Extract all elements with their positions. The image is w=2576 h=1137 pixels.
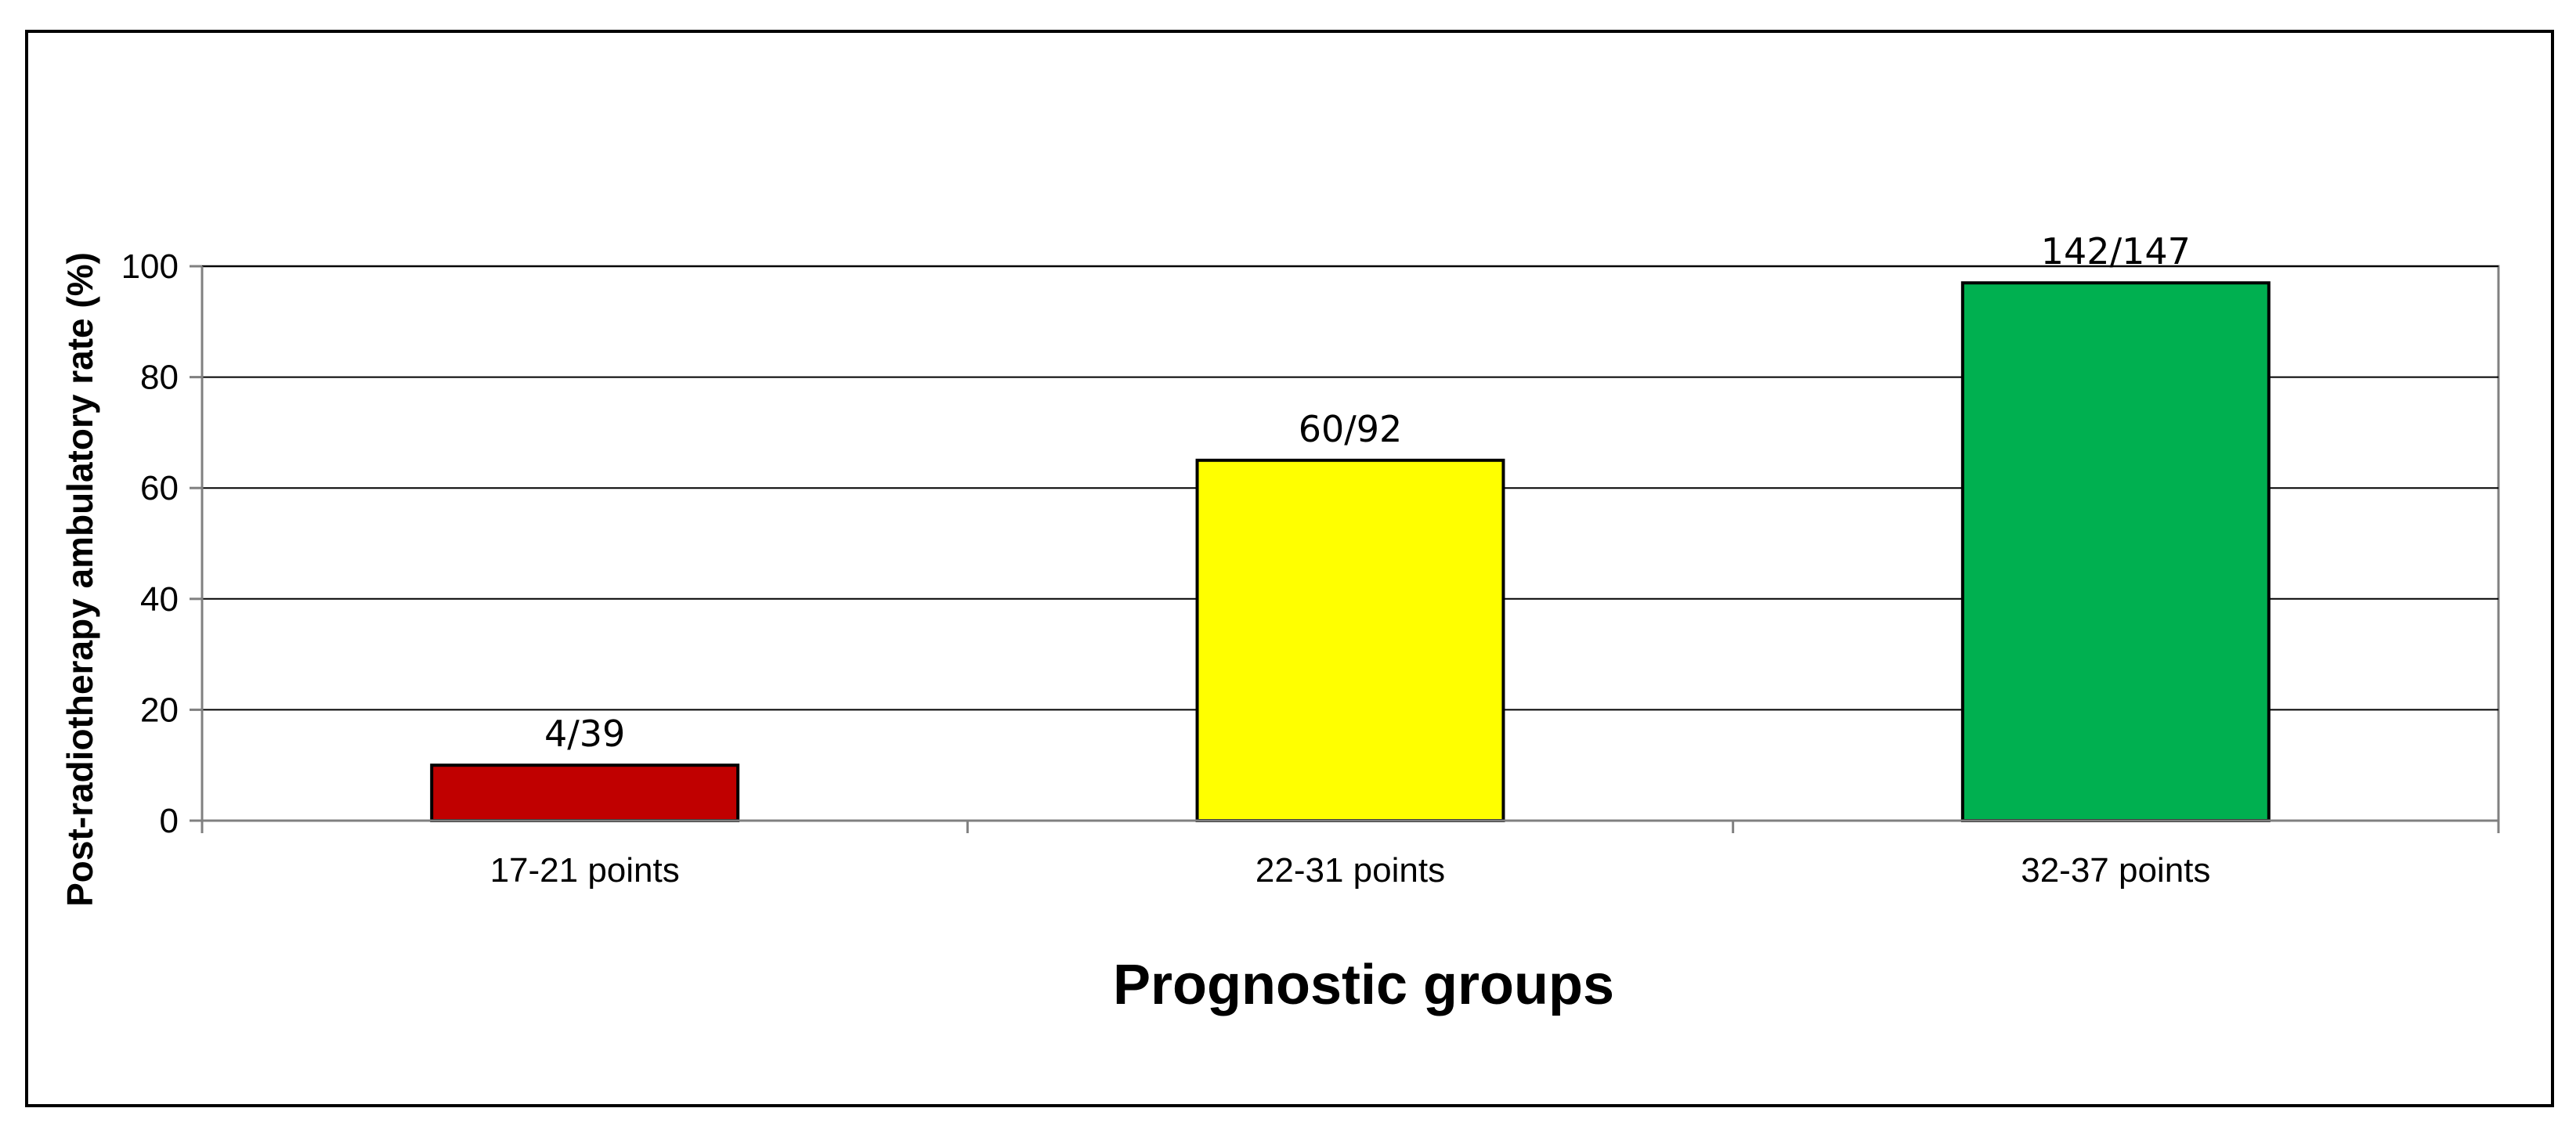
- data-label-3: 142/147: [2041, 230, 2191, 273]
- y-tick-label-20: 20: [140, 691, 179, 729]
- bar-3: [1960, 281, 2271, 822]
- y-tick-label-80: 80: [140, 359, 179, 397]
- x-tick-label-3: 32-37 points: [2021, 851, 2210, 890]
- data-label-2: 60/92: [1299, 408, 1403, 450]
- labels: 0 20 40 60 80 100 17-21 points 22-31 points 32-3…: [121, 230, 2211, 890]
- y-tick-label-0: 0: [160, 802, 179, 840]
- bars: [430, 281, 2271, 823]
- x-tick-label-2: 22-31 points: [1255, 851, 1445, 890]
- y-tick-label-40: 40: [140, 580, 179, 619]
- axes: [190, 265, 2500, 833]
- bar-2: [1195, 458, 1505, 822]
- y-tick-label-100: 100: [121, 247, 179, 286]
- x-tick-label-1: 17-21 points: [490, 851, 680, 890]
- y-tick-label-60: 60: [140, 469, 179, 507]
- data-label-1: 4/39: [544, 713, 625, 755]
- bar-1: [430, 763, 740, 823]
- x-axis-title: Prognostic groups: [1113, 954, 1614, 1016]
- y-axis-title: Post-radiotherapy ambulatory rate (%): [60, 252, 100, 907]
